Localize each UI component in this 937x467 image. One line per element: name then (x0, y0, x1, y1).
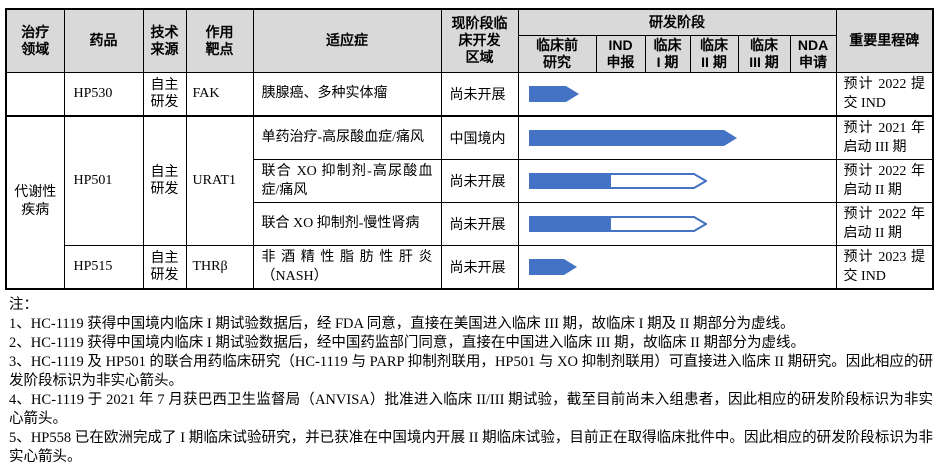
header-indication: 适应症 (252, 8, 442, 73)
header-tech-source: 技术 来源 (142, 8, 187, 73)
milestone-cell: 预计 2022 年启动 II 期 (835, 158, 934, 203)
region-cell: 尚未开展 (440, 158, 519, 203)
header-stage-preclinical: 临床前 研究 (517, 34, 597, 73)
therapy-area-cell (5, 71, 65, 117)
milestone-cell: 预计 2022 提交 IND (835, 71, 934, 117)
table-row: 联合 XO 抑制剂-高尿酸血症/痛风 尚未开展 预计 2022 年启动 II 期 (6, 158, 934, 203)
drug-cell: HP501 (63, 115, 144, 246)
stage-progress-cell (517, 158, 837, 203)
table-row: 代谢性 疾病 HP501 自主 研发 URAT1 单药治疗-高尿酸血症/痛风 中… (5, 115, 934, 289)
stage-progress-cell (517, 201, 837, 246)
stage-progress-cell (517, 71, 837, 117)
milestone-cell: 预计 2022 年启动 II 期 (835, 201, 934, 246)
footnote-4: 4、HC-1119 于 2021 年 7 月获巴西卫生监督局（ANVISA）批准… (9, 391, 933, 427)
header-drug: 药品 (63, 8, 144, 73)
tech-source-cell: 自主 研发 (142, 115, 187, 246)
header-stage-phase1: 临床 I 期 (644, 34, 691, 73)
stage-arrow-solid (528, 258, 836, 275)
region-cell: 尚未开展 (440, 201, 519, 246)
stage-arrow-partial (528, 172, 836, 189)
indication-cell: 单药治疗-高尿酸血症/痛风 (252, 115, 442, 160)
stage-arrow-solid (528, 129, 836, 146)
stage-progress-cell (517, 115, 837, 160)
stage-arrow-partial (528, 215, 836, 232)
stage-arrow-solid (528, 85, 836, 102)
milestone-cell: 预计 2021 年启动 III 期 (835, 115, 934, 160)
target-cell: URAT1 (185, 115, 254, 246)
footnotes: 注： 1、HC-1119 获得中国境内临床 I 期试验数据后，经 FDA 同意，… (9, 296, 933, 467)
footnote-label: 注： (9, 296, 38, 313)
stage-progress-cell (517, 244, 837, 289)
target-cell: THRβ (185, 244, 254, 289)
indication-cell: 联合 XO 抑制剂-高尿酸血症/痛风 (252, 158, 442, 203)
milestone-cell: 预计 2023 提交 IND (835, 244, 934, 289)
footnote-2: 2、HC-1119 获得中国境内临床 I 期试验数据后，经中国药监部门同意，直接… (9, 334, 805, 351)
region-cell: 中国境内 (440, 115, 519, 160)
table-row: 联合 XO 抑制剂-慢性肾病 尚未开展 预计 2022 年启动 II 期 (6, 201, 934, 246)
drug-cell: HP530 (63, 71, 144, 117)
tech-source-cell: 自主 研发 (142, 244, 187, 289)
indication-cell: 联合 XO 抑制剂-慢性肾病 (252, 201, 442, 246)
target-cell: FAK (185, 71, 254, 117)
header-region: 现阶段临 床开发 区域 (440, 8, 519, 73)
header-stage-ind: IND 申报 (595, 34, 646, 73)
drug-cell: HP515 (63, 244, 144, 289)
therapy-area-cell: 代谢性 疾病 (5, 115, 65, 289)
indication-cell: 非酒精性脂肪性肝炎（NASH） (252, 244, 442, 289)
header-stage-phase3: 临床 III 期 (737, 34, 791, 73)
region-cell: 尚未开展 (440, 71, 519, 117)
header-target: 作用 靶点 (185, 8, 254, 73)
footnote-5: 5、HP558 已在欧洲完成了 I 期临床试验研究，并已获准在中国境内开展 II… (9, 429, 933, 465)
footnote-1: 1、HC-1119 获得中国境内临床 I 期试验数据后，经 FDA 同意，直接在… (9, 315, 795, 332)
header-milestone: 重要里程碑 (835, 8, 934, 73)
table-row: HP515 自主 研发 THRβ 非酒精性脂肪性肝炎（NASH） 尚未开展 预计… (6, 244, 934, 289)
table-row: HP530 自主 研发 FAK 胰腺癌、多种实体瘤 尚未开展 预计 2022 提… (5, 71, 934, 117)
header-therapy-area: 治疗 领域 (5, 8, 65, 73)
footnote-3: 3、HC-1119 及 HP501 的联合用药临床研究（HC-1119 与 PA… (9, 353, 933, 389)
header-stage-nda: NDA 申请 (789, 34, 837, 73)
header-stage-phase2: 临床 II 期 (689, 34, 739, 73)
region-cell: 尚未开展 (440, 244, 519, 289)
indication-cell: 胰腺癌、多种实体瘤 (252, 71, 442, 117)
header-stage-group: 研发阶段 (517, 8, 837, 36)
tech-source-cell: 自主 研发 (142, 71, 187, 117)
pipeline-table: 治疗 领域 药品 技术 来源 作用 靶点 适应症 现阶段临 床开发 区域 研发阶… (5, 8, 935, 290)
